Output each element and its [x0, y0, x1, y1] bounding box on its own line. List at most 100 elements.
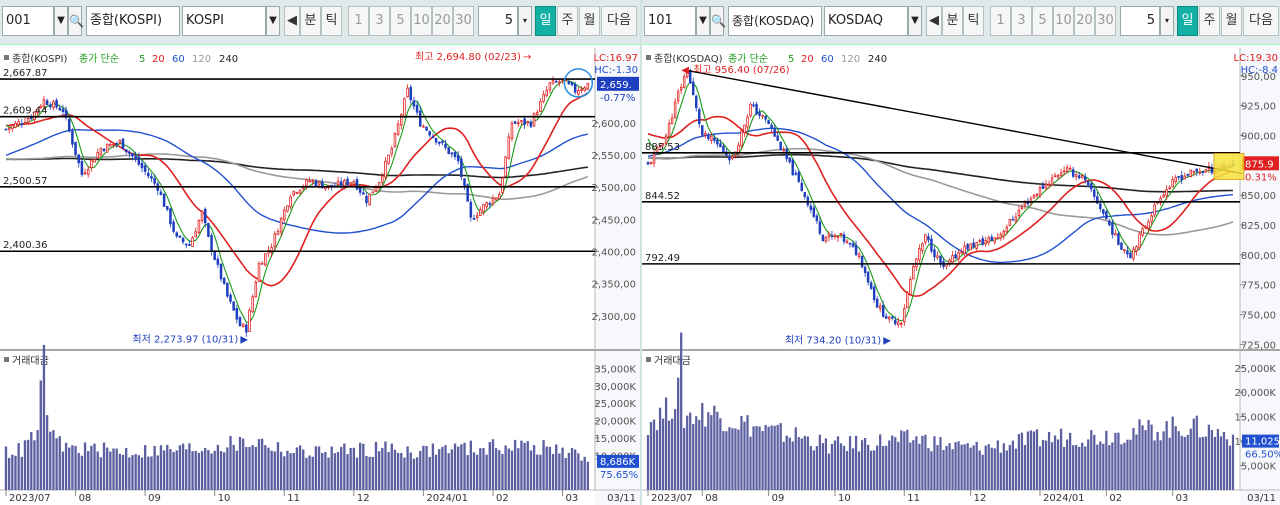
index-code-field[interactable]: KOSDAQ — [824, 6, 908, 36]
candle-body — [963, 245, 966, 254]
volume-bar — [719, 418, 722, 490]
volume-bar — [1069, 432, 1072, 490]
candle-body — [915, 258, 918, 268]
period-20-button[interactable]: 20 — [432, 6, 453, 36]
candle-body — [1077, 175, 1081, 179]
period-10-button[interactable]: 10 — [1053, 6, 1074, 36]
candle-body — [884, 315, 888, 319]
candle-body — [336, 180, 340, 186]
candle-body — [903, 308, 906, 323]
dropdown-arrow-icon[interactable]: ▼ — [54, 6, 68, 36]
month-button[interactable]: 월 — [1221, 6, 1242, 36]
current-price-box — [597, 76, 639, 91]
count-spinner-icon[interactable]: ▾ — [1160, 6, 1174, 36]
volume-bar — [204, 447, 207, 490]
tick-button[interactable]: 틱 — [321, 6, 342, 36]
volume-bar — [330, 446, 333, 490]
count-spinner-icon[interactable]: ▾ — [518, 6, 532, 36]
candle-body — [1153, 204, 1156, 216]
period-10-button[interactable]: 10 — [411, 6, 432, 36]
candle-body — [821, 234, 825, 242]
y-tick-label: 850,00 — [1241, 191, 1276, 202]
search-icon[interactable]: 🔍 — [710, 6, 726, 36]
y-axis-area — [1240, 48, 1280, 505]
minute-button[interactable]: 분 — [942, 6, 963, 36]
volume-bar — [1171, 416, 1174, 490]
volume-bar — [909, 442, 912, 490]
volume-bar — [713, 405, 716, 490]
prev-nav-button[interactable]: ◀ — [284, 6, 300, 36]
volume-bar — [1108, 445, 1111, 490]
count-input[interactable]: 5 — [478, 6, 518, 36]
volume-bar — [112, 448, 115, 490]
volume-bar — [441, 446, 444, 490]
volume-bar — [567, 452, 571, 490]
candle-body — [1159, 197, 1162, 204]
period-1-button[interactable]: 1 — [990, 6, 1011, 36]
volume-bar — [655, 430, 659, 490]
candle-body — [1020, 206, 1024, 210]
day-button[interactable]: 일 — [1177, 6, 1198, 36]
candle-body — [254, 281, 258, 298]
candle-body — [494, 197, 498, 201]
candle-body — [707, 134, 710, 140]
week-button[interactable]: 주 — [557, 6, 578, 36]
candle-body — [1038, 186, 1042, 197]
code-input[interactable]: 001 — [2, 6, 54, 36]
candle-body — [969, 243, 972, 251]
volume-bar — [523, 442, 526, 490]
period-1-button[interactable]: 1 — [348, 6, 369, 36]
day-button[interactable]: 일 — [535, 6, 556, 36]
candle-body — [207, 222, 210, 237]
code-input[interactable]: 101 — [644, 6, 696, 36]
candle-body — [434, 137, 438, 143]
volume-bar — [670, 418, 674, 490]
kospi-chart[interactable]: 2,667.87 2,609.44 2,500.57 2,400.36 2,600,00… — [0, 48, 640, 505]
index-dropdown-arrow-icon[interactable]: ▼ — [908, 6, 922, 36]
candle-body — [685, 71, 689, 78]
x-tick-label: 08 — [705, 493, 718, 504]
index-dropdown-arrow-icon[interactable]: ▼ — [266, 6, 280, 36]
period-20-button[interactable]: 20 — [1074, 6, 1095, 36]
minute-button[interactable]: 분 — [300, 6, 321, 36]
period-30-button[interactable]: 30 — [453, 6, 474, 36]
volume-bar — [1062, 446, 1066, 490]
period-3-button[interactable]: 3 — [369, 6, 390, 36]
index-code-field[interactable]: KOSPI — [182, 6, 266, 36]
search-icon[interactable]: 🔍 — [68, 6, 84, 36]
prev-nav-button[interactable]: ◀ — [926, 6, 942, 36]
volume-bar — [876, 445, 879, 490]
candle-body — [482, 204, 485, 212]
period-3-button[interactable]: 3 — [1011, 6, 1032, 36]
candle-body — [646, 162, 650, 165]
legend-ma-60: 60 — [821, 54, 834, 65]
volume-bar — [466, 455, 469, 490]
kosdaq-chart[interactable]: 885.53844.52792.49950,00925,00900,00875,… — [642, 48, 1280, 505]
period-5-button[interactable]: 5 — [390, 6, 411, 36]
period-5-button[interactable]: 5 — [1032, 6, 1053, 36]
lc-label: LC:16.97 — [593, 53, 638, 64]
candle-body — [422, 125, 425, 128]
volume-bar — [954, 442, 957, 490]
period-30-button[interactable]: 30 — [1095, 6, 1116, 36]
tick-button[interactable]: 틱 — [963, 6, 984, 36]
candle-body — [83, 172, 87, 175]
volume-pct-label: 66.50% — [1245, 450, 1280, 461]
next-button[interactable]: 다음 — [1243, 6, 1279, 36]
candle-body — [894, 319, 897, 325]
volume-bar — [302, 449, 305, 490]
volume-bar — [279, 451, 283, 490]
candle-body — [444, 143, 447, 148]
candle-body — [1044, 183, 1048, 189]
count-input[interactable]: 5 — [1120, 6, 1160, 36]
volume-bar — [254, 446, 257, 490]
candle-body — [1105, 211, 1108, 220]
volume-bar — [1186, 434, 1189, 490]
dropdown-arrow-icon[interactable]: ▼ — [696, 6, 710, 36]
candle-body — [1114, 232, 1117, 236]
candle-body — [491, 197, 495, 205]
week-button[interactable]: 주 — [1199, 6, 1220, 36]
candle-body — [767, 119, 770, 125]
month-button[interactable]: 월 — [579, 6, 600, 36]
next-button[interactable]: 다음 — [601, 6, 637, 36]
